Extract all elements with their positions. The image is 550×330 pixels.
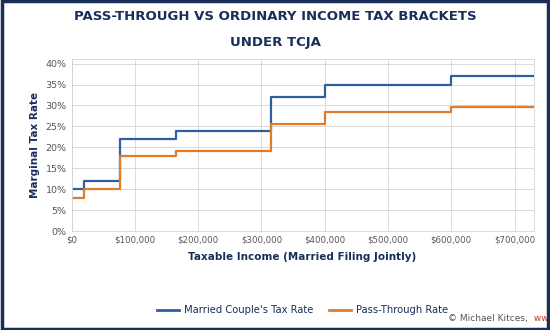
Text: UNDER TCJA: UNDER TCJA: [229, 36, 321, 49]
Text: © Michael Kitces,: © Michael Kitces,: [448, 314, 528, 323]
Text: PASS-THROUGH VS ORDINARY INCOME TAX BRACKETS: PASS-THROUGH VS ORDINARY INCOME TAX BRAC…: [74, 10, 476, 23]
Text: www.kitces.com: www.kitces.com: [531, 314, 550, 323]
X-axis label: Taxable Income (Married Filing Jointly): Taxable Income (Married Filing Jointly): [188, 252, 417, 262]
Legend: Married Couple's Tax Rate, Pass-Through Rate: Married Couple's Tax Rate, Pass-Through …: [153, 301, 452, 319]
Y-axis label: Marginal Tax Rate: Marginal Tax Rate: [30, 92, 40, 198]
